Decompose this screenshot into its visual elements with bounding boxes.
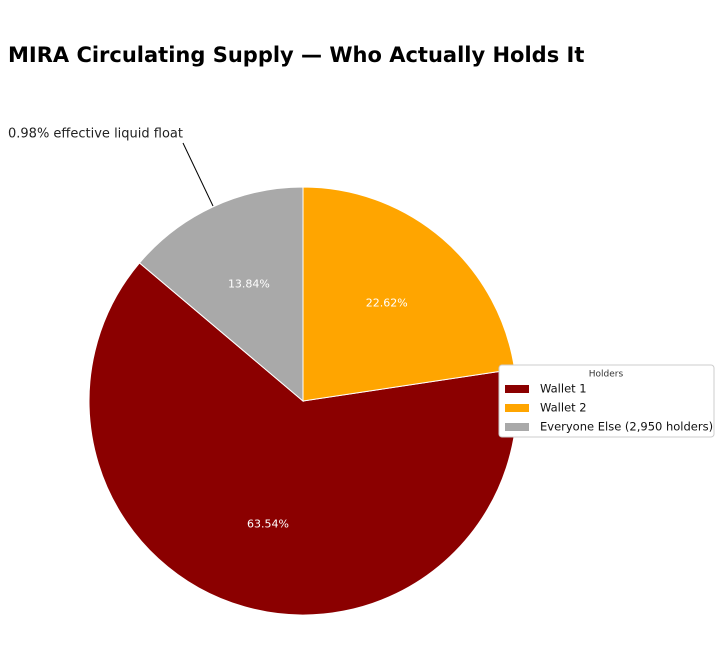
legend-title: Holders bbox=[589, 370, 624, 380]
legend: Holders Wallet 1 Wallet 2 Everyone Else (2… bbox=[498, 364, 715, 438]
legend-box bbox=[498, 364, 715, 438]
legend-label: Wallet 2 bbox=[540, 401, 587, 415]
legend-swatch bbox=[505, 404, 529, 412]
legend-label: Everyone Else (2,950 holders) bbox=[540, 420, 713, 434]
pie-slice bbox=[138, 186, 304, 403]
legend-label: Wallet 1 bbox=[540, 382, 587, 396]
legend-swatch bbox=[505, 423, 529, 431]
annotation: 0.98% effective liquid float bbox=[8, 127, 183, 142]
pie-slice bbox=[302, 186, 516, 402]
slice-label: 13.84% bbox=[228, 278, 270, 291]
annotation-line bbox=[182, 142, 214, 207]
pie-slice bbox=[88, 262, 518, 616]
chart-title: MIRA Circulating Supply — Who Actually H… bbox=[8, 43, 584, 67]
slice-label: 22.62% bbox=[366, 297, 408, 310]
legend-swatch bbox=[505, 385, 529, 393]
slice-label: 63.54% bbox=[247, 518, 289, 531]
